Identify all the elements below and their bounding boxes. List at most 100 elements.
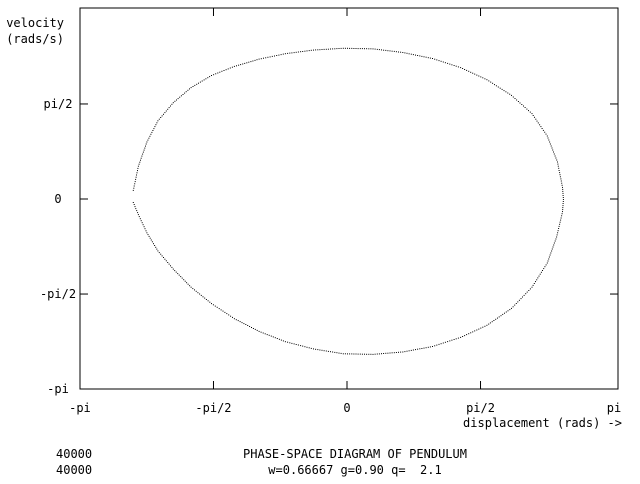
orbit-point xyxy=(139,161,141,163)
orbit-point xyxy=(197,292,199,294)
orbit-point xyxy=(529,111,531,113)
orbit-point xyxy=(505,311,507,313)
orbit-point xyxy=(412,54,414,56)
orbit-point xyxy=(302,51,304,52)
orbit-point xyxy=(202,296,204,298)
orbit-point xyxy=(270,335,272,337)
orbit-point xyxy=(207,77,209,79)
orbit-point xyxy=(552,149,554,151)
orbit-point xyxy=(278,338,280,340)
orbit-point xyxy=(338,48,340,49)
orbit-point xyxy=(368,48,370,50)
orbit-point xyxy=(347,47,348,49)
orbit-point xyxy=(192,288,194,290)
orbit-point xyxy=(349,47,351,49)
orbit-point xyxy=(154,245,156,246)
orbit-point xyxy=(138,216,140,218)
orbit-point xyxy=(395,51,397,53)
orbit-point xyxy=(440,343,442,345)
orbit-point xyxy=(387,352,389,354)
orbit-point xyxy=(542,270,543,271)
orbit-point xyxy=(447,62,449,64)
orbit-point xyxy=(254,328,256,330)
orbit-point xyxy=(274,337,276,339)
orbit-point xyxy=(562,186,563,188)
orbit-point xyxy=(225,69,227,71)
orbit-point xyxy=(310,49,312,51)
orbit-point xyxy=(423,56,425,58)
orbit-point xyxy=(133,204,135,205)
orbit-point xyxy=(342,47,344,49)
orbit-point xyxy=(327,350,329,352)
orbit-point xyxy=(140,157,142,159)
orbit-point xyxy=(327,48,329,50)
orbit-point xyxy=(559,221,561,223)
orbit-point xyxy=(554,240,556,242)
orbit-point xyxy=(160,253,162,255)
orbit-point xyxy=(505,91,507,93)
orbit-point xyxy=(183,279,185,281)
orbit-point xyxy=(317,49,319,51)
orbit-point xyxy=(141,155,143,157)
orbit-point xyxy=(151,241,153,243)
orbit-point xyxy=(143,226,145,228)
orbit-point xyxy=(528,290,530,291)
orbit-point xyxy=(484,325,486,327)
orbit-point xyxy=(434,58,436,60)
orbit-point xyxy=(557,232,559,234)
orbit-point xyxy=(256,59,258,61)
orbit-point xyxy=(180,95,182,97)
orbit-point xyxy=(221,70,223,72)
y-axis-label-line-1: velocity xyxy=(6,16,64,30)
orbit-point xyxy=(295,344,297,345)
orbit-point xyxy=(553,242,555,244)
orbit-point xyxy=(145,145,146,147)
orbit-point xyxy=(516,99,518,101)
orbit-point xyxy=(136,172,138,174)
orbit-point xyxy=(190,286,192,288)
orbit-point xyxy=(230,315,232,317)
orbit-point xyxy=(512,306,514,308)
orbit-point xyxy=(476,74,478,76)
orbit-point xyxy=(172,102,174,104)
orbit-point xyxy=(488,80,490,82)
orbit-point xyxy=(239,321,241,323)
orbit-point xyxy=(562,197,564,198)
orbit-point xyxy=(137,167,139,169)
orbit-point xyxy=(268,334,270,336)
orbit-point xyxy=(258,330,260,332)
orbit-point xyxy=(140,220,142,222)
orbit-point xyxy=(332,351,334,353)
orbit-point xyxy=(349,353,351,355)
orbit-point xyxy=(211,75,212,76)
orbit-point xyxy=(209,76,211,78)
plot-frame xyxy=(79,7,619,390)
orbit-point xyxy=(558,228,560,229)
orbit-point xyxy=(421,55,423,57)
orbit-point xyxy=(460,67,462,69)
orbit-point xyxy=(536,120,538,122)
orbit-point xyxy=(547,137,549,139)
orbit-point xyxy=(457,337,459,339)
orbit-point xyxy=(351,353,353,355)
orbit-point xyxy=(280,54,282,56)
orbit-point xyxy=(512,96,514,98)
orbit-point xyxy=(240,64,242,66)
orbit-point xyxy=(370,48,372,50)
orbit-point xyxy=(342,353,344,355)
orbit-point xyxy=(404,52,406,54)
orbit-point xyxy=(404,351,406,353)
orbit-point xyxy=(554,155,556,157)
orbit-point xyxy=(144,228,146,230)
orbit-point xyxy=(215,73,217,75)
orbit-point xyxy=(402,52,404,53)
orbit-point xyxy=(151,131,153,133)
orbit-point xyxy=(145,143,147,145)
orbit-point xyxy=(216,306,218,308)
orbit-point xyxy=(192,86,194,87)
orbit-point xyxy=(223,70,225,71)
orbit-point xyxy=(336,48,338,50)
orbit-point xyxy=(132,202,134,203)
orbit-point xyxy=(184,280,186,282)
orbit-point xyxy=(381,49,382,51)
